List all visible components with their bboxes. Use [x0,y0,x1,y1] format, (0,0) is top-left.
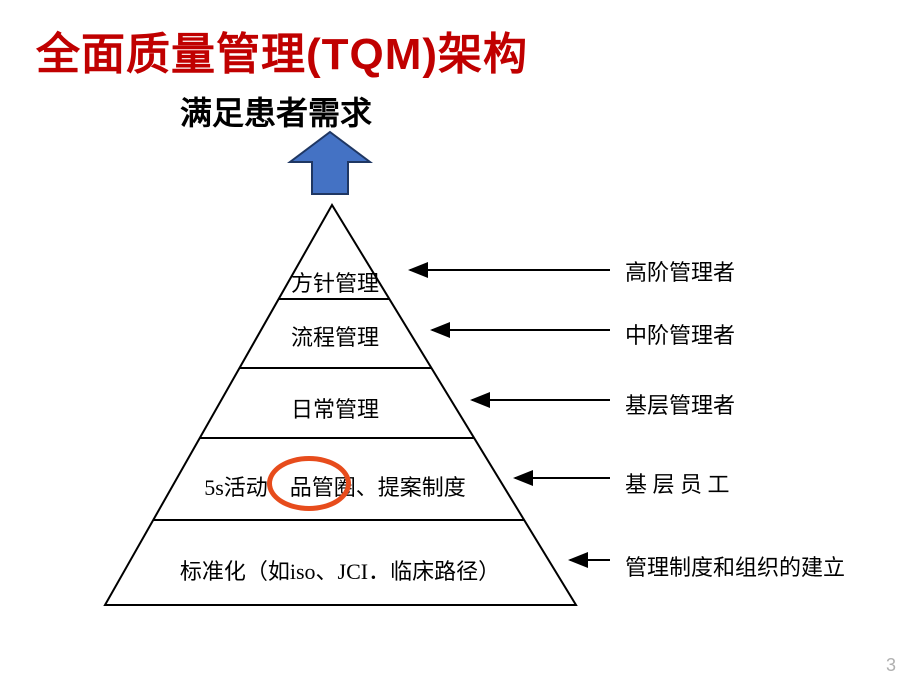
pyramid-side-label: 高阶管理者 [625,255,735,287]
pyramid-side-label: 管理制度和组织的建立 [625,550,845,582]
highlight-circle-icon [267,456,351,511]
page-number: 3 [886,655,896,676]
pyramid-layer-label: 日常管理 [185,392,485,424]
pyramid-side-label: 基 层 员 工 [625,467,730,499]
pyramid-side-label: 中阶管理者 [625,318,735,350]
pyramid-layer-label: 流程管理 [185,320,485,352]
pyramid-layer-label: 标准化（如iso、JCI．临床路径） [170,554,510,586]
pyramid-side-label: 基层管理者 [625,388,735,420]
pyramid-layer-label: 方针管理 [185,266,485,298]
